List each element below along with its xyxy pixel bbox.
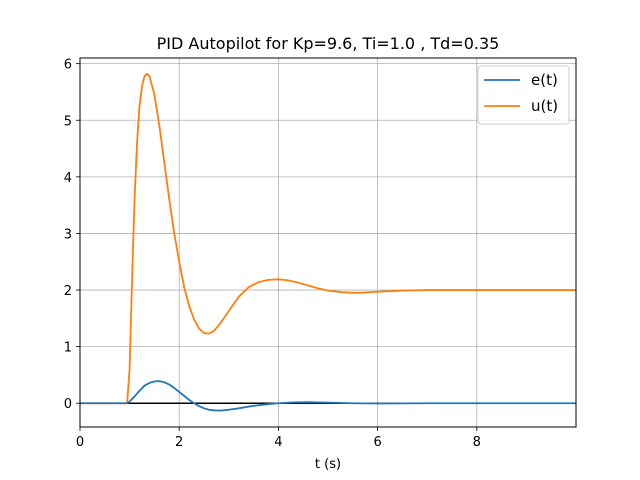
legend-label-e: e(t)	[531, 71, 558, 89]
legend-label-u: u(t)	[531, 97, 558, 115]
series-group	[80, 72, 576, 412]
y-tick-label: 1	[64, 341, 72, 356]
y-tick-label: 3	[64, 227, 72, 242]
ticks: 0 2 4 6 8 0 1 2 3 4 5 6	[64, 58, 481, 450]
y-tick-label: 6	[64, 58, 72, 73]
x-tick-label: 8	[473, 435, 481, 450]
plot-frame	[79, 57, 577, 428]
x-tick-label: 4	[274, 435, 282, 450]
y-tick-label: 4	[64, 171, 72, 186]
y-tick-label: 5	[64, 114, 72, 129]
x-tick-label: 6	[373, 435, 381, 450]
x-tick-label: 2	[175, 435, 183, 450]
series-line-e	[80, 380, 576, 412]
legend: e(t) u(t)	[477, 65, 570, 125]
y-tick-label: 0	[64, 397, 72, 412]
x-tick-label: 0	[76, 435, 84, 450]
x-axis-label: t (s)	[315, 457, 341, 472]
y-tick-label: 2	[64, 284, 72, 299]
series-line-u	[80, 72, 576, 405]
chart-title: PID Autopilot for Kp=9.6, Ti=1.0 , Td=0.…	[157, 34, 500, 53]
